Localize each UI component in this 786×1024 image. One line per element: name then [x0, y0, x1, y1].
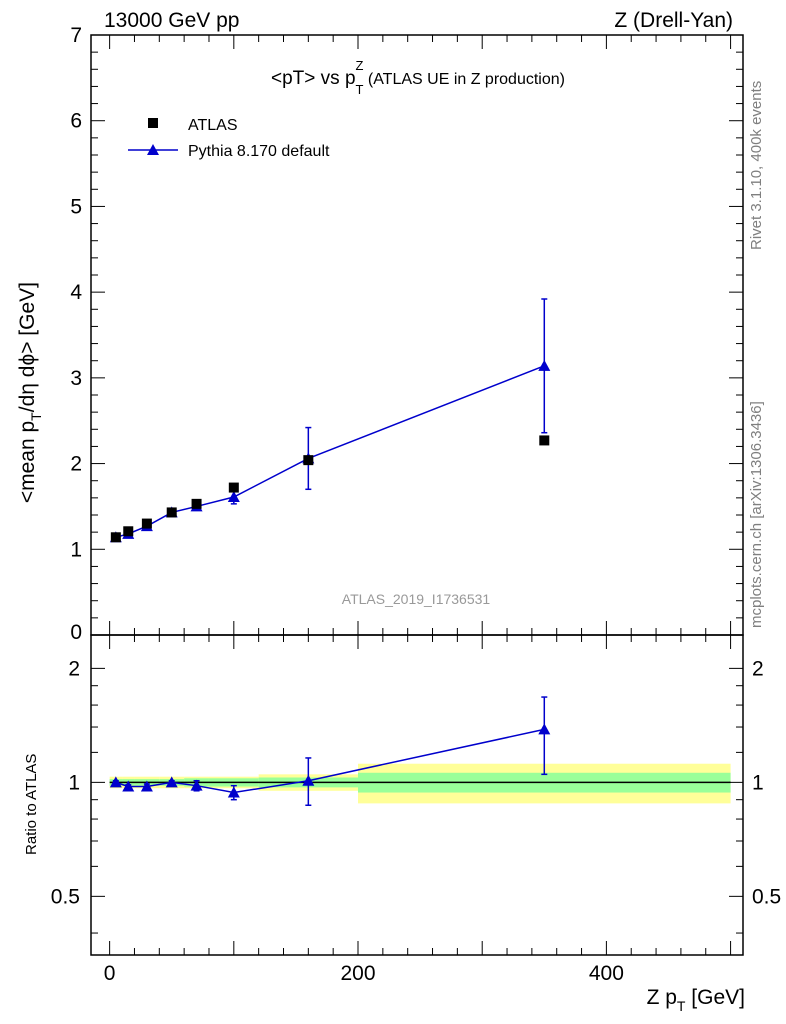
x-tick-label: 0: [104, 962, 116, 985]
data-point: [303, 455, 314, 466]
y-axis-label: <mean pT/dη dϕ> [GeV]: [16, 282, 44, 503]
ratio-y-tick-label: 2: [68, 657, 80, 680]
y-tick-label: 0: [70, 621, 82, 644]
data-point: [539, 435, 550, 446]
legend: ATLAS Pythia 8.170 default: [128, 117, 330, 160]
data-point: [110, 532, 121, 543]
ratio-y-tick-label-right: 1: [752, 771, 764, 794]
ratio-point: [122, 780, 135, 792]
legend-mc-marker: [147, 144, 159, 155]
x-axis-label: Z pT [GeV]: [647, 986, 745, 1014]
chart-title: <pT> vs pZ T (ATLAS UE in Z production): [271, 58, 565, 97]
data-point: [166, 507, 177, 518]
y-tick-label: 3: [70, 367, 82, 390]
x-tick-label: 400: [589, 962, 624, 985]
legend-mc-label: Pythia 8.170 default: [188, 143, 330, 160]
legend-data-label: ATLAS: [188, 117, 238, 134]
data-point: [123, 526, 134, 537]
tick-labels: 0 200 400 1 2 3 4 5 6 7 0 0.5 0.5 1 1 2 2: [51, 24, 781, 985]
ratio-point: [165, 776, 178, 788]
mc-point: [538, 359, 551, 371]
mc-series-main: [109, 298, 551, 543]
ratio-point: [109, 776, 122, 788]
ratio-point: [140, 780, 153, 792]
data-point: [228, 482, 239, 493]
mc-line: [115, 365, 545, 539]
y-tick-label: 7: [70, 24, 82, 47]
rivet-version-label: Rivet 3.1.10, 400k events: [748, 81, 765, 250]
mcplots-label: mcplots.cern.ch [arXiv:1306.3436]: [748, 401, 765, 628]
ratio-y-tick-label: 1: [68, 771, 80, 794]
legend-data-marker: [148, 118, 158, 128]
mc-series-ratio: [109, 696, 551, 807]
y-tick-label: 2: [70, 453, 82, 476]
ratio-plot-frame: [90, 634, 744, 956]
y-tick-label: 1: [70, 538, 82, 561]
data-point: [141, 518, 152, 529]
ratio-y-tick-label: 0.5: [51, 885, 80, 908]
ratio-uncertainty-bands: [109, 763, 731, 804]
energy-label: 13000 GeV pp: [104, 9, 239, 32]
y-tick-label: 6: [70, 110, 82, 133]
mc-point: [227, 491, 240, 502]
y-tick-label: 4: [70, 281, 82, 304]
ratio-point: [190, 779, 203, 791]
ratio-point: [538, 723, 551, 735]
ratio-y-tick-label-right: 0.5: [752, 885, 781, 908]
analysis-watermark: ATLAS_2019_I1736531: [342, 591, 491, 607]
ratio-point: [227, 786, 240, 798]
axis-ticks: [91, 34, 743, 955]
x-tick-label: 200: [340, 962, 375, 985]
data-series-main: [110, 435, 550, 543]
ratio-point: [302, 774, 315, 786]
process-label: Z (Drell-Yan): [614, 9, 733, 32]
ratio-y-tick-label-right: 2: [752, 657, 764, 680]
data-point: [191, 498, 202, 509]
y-tick-label: 5: [70, 195, 82, 218]
ratio-y-axis-label: Ratio to ATLAS: [23, 754, 40, 855]
